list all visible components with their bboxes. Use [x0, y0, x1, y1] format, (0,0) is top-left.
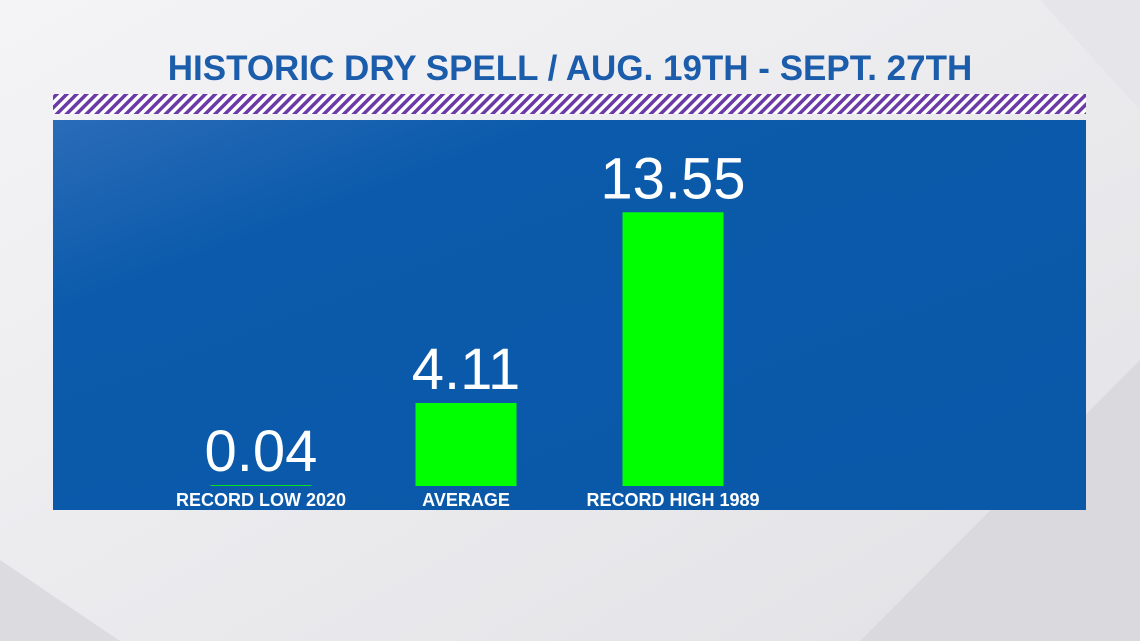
hatch-band — [53, 94, 1086, 114]
value-label: 13.55 — [600, 146, 745, 211]
x-tick-label: AVERAGE — [422, 490, 510, 510]
plot-area: 0.04 RECORD LOW 2020 4.11 AVERAGE 13.55 RECOR… — [176, 146, 760, 510]
background-shape — [1040, 0, 1140, 110]
bar — [210, 485, 312, 486]
x-tick-label: RECORD HIGH 1989 — [586, 490, 759, 510]
value-label: 4.11 — [412, 337, 521, 402]
value-label: 0.04 — [205, 419, 318, 484]
bar — [415, 402, 517, 486]
background-shape — [0, 560, 120, 641]
chart-title: HISTORIC DRY SPELL / AUG. 19TH - SEPT. 2… — [168, 49, 973, 88]
plot-panel — [53, 120, 1086, 510]
bar — [622, 212, 724, 487]
x-tick-label: RECORD LOW 2020 — [176, 490, 346, 510]
